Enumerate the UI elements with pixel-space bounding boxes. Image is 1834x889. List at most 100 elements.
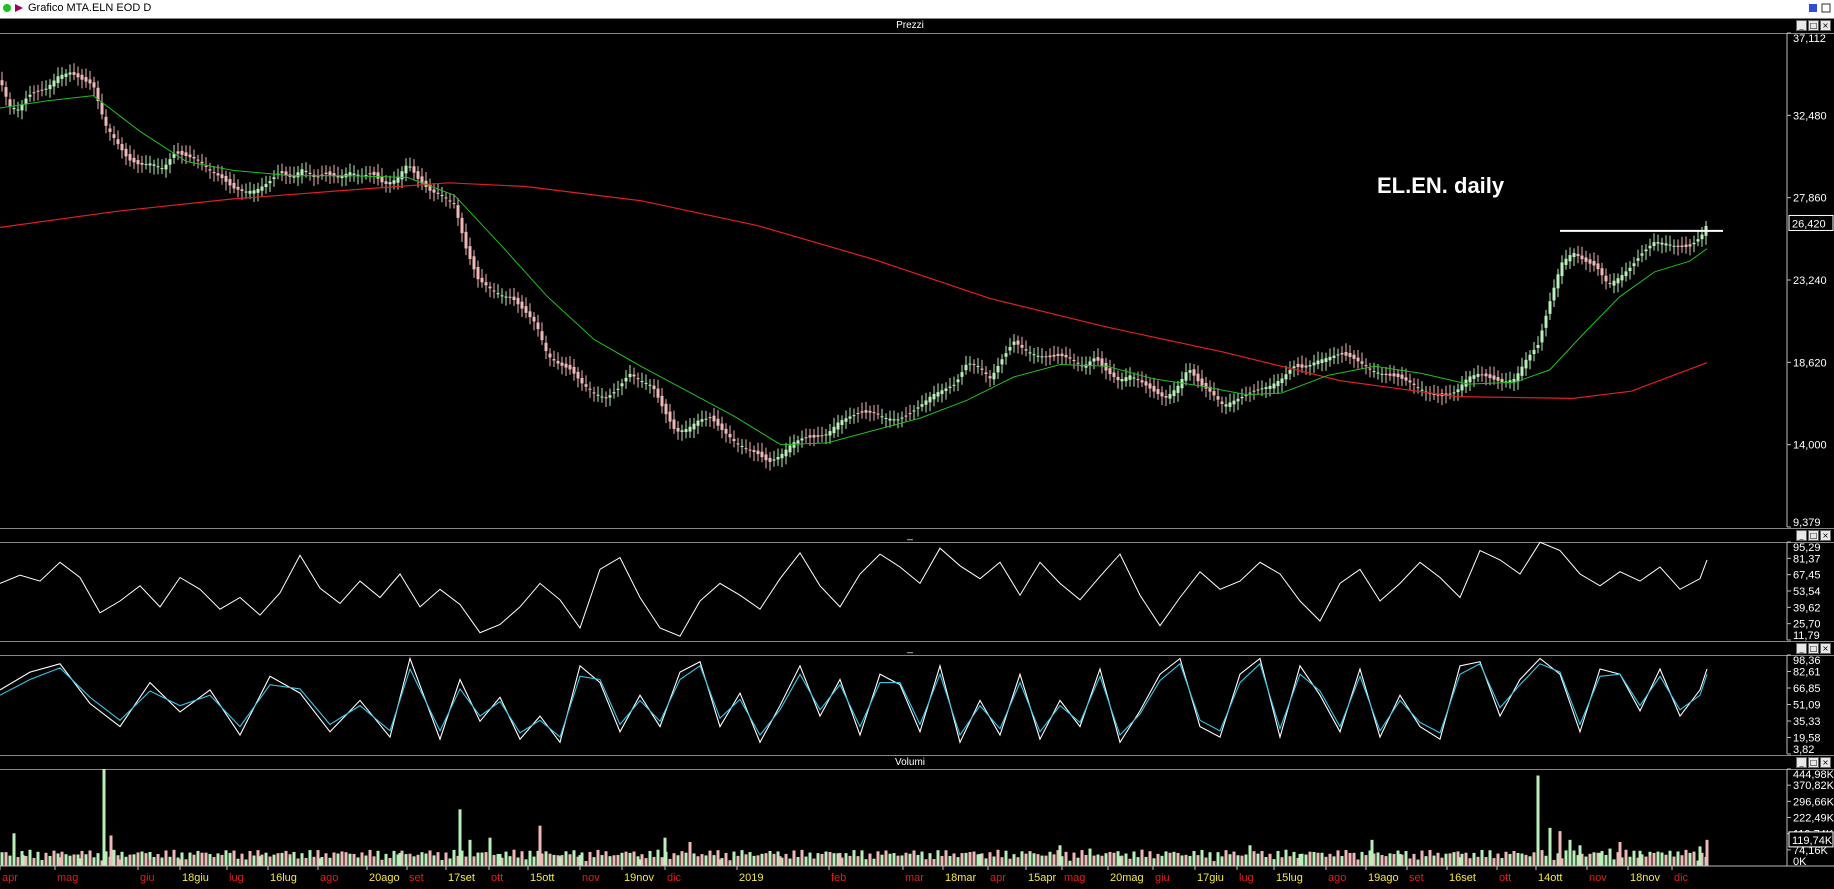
price-candle [752,450,756,453]
volume-bar [680,851,684,866]
price-candle [1100,358,1104,366]
price-candle [272,177,276,180]
volume-bar [1504,851,1508,866]
pane-max-button[interactable]: □ [1808,757,1819,768]
volume-bar [1084,855,1088,866]
stoch-pane-label: _ [907,643,913,654]
price-candle [1068,357,1072,359]
price-candle [684,429,688,432]
volume-bar [948,856,952,866]
volume-bar [888,853,892,866]
volume-bar [992,856,996,866]
pane-max-button[interactable]: □ [1808,20,1819,31]
volume-bar [1696,860,1700,866]
price-candle [368,173,372,175]
price-candle [1624,271,1628,277]
price-candle [396,176,400,183]
volume-bar [1118,856,1122,866]
window-restore-icon[interactable] [1808,3,1818,13]
pane-max-button[interactable]: □ [1808,530,1819,541]
volume-bar [1420,850,1424,866]
volume-bar [1380,855,1384,866]
volume-bar [1016,857,1020,866]
price-candle [680,430,684,432]
volume-y-tick-label: 370,82K [1793,780,1834,792]
price-candle [356,174,360,176]
pane-min-button[interactable]: _ [1796,757,1807,768]
volume-bar [424,853,428,866]
price-candle [828,431,832,436]
volume-bar [44,852,48,866]
price-y-tick-label: 27,860 [1793,193,1827,205]
volume-bar [88,850,92,866]
window-size-icon[interactable] [1821,3,1831,13]
pane-close-button[interactable]: × [1820,20,1831,31]
price-candle [380,176,384,183]
price-candle [872,412,876,414]
pane-close-button[interactable]: × [1820,530,1831,541]
price-candle [1648,245,1652,249]
volume-bar [1136,857,1140,866]
price-candle [1240,396,1244,399]
price-candle [520,301,524,309]
play-icon[interactable] [14,3,24,13]
volume-bar [1244,854,1248,866]
price-candle [400,171,404,180]
volume-bar [24,855,28,866]
volume-bar [1668,854,1672,866]
volume-bar [848,855,852,866]
volume-bar [120,851,124,866]
volume-bar [1008,858,1012,866]
pane-min-button[interactable]: _ [1796,530,1807,541]
volume-bar [1600,850,1604,866]
pane-max-button[interactable]: □ [1808,643,1819,654]
price-candle [788,445,792,453]
price-candle [156,166,160,168]
x-tick-label: nov [1589,872,1607,884]
volume-bar [1188,855,1192,866]
volume-bar [1548,827,1552,866]
stoch-y-tick-label: 66,85 [1793,683,1821,695]
pane-min-button[interactable]: _ [1796,643,1807,654]
pane-close-button[interactable]: × [1820,757,1831,768]
price-candle [652,385,656,390]
volume-bar [978,854,982,866]
price-candle [172,153,176,158]
price-candle [348,172,352,177]
volume-bar [1540,850,1544,866]
chart-annotation: EL.EN. daily [1377,173,1505,198]
volume-bar [538,825,542,866]
pane-min-button[interactable]: _ [1796,20,1807,31]
price-candle [1192,369,1196,376]
price-candle [1532,349,1536,355]
volume-bar [1152,858,1156,866]
volume-bar [1620,857,1624,866]
volume-bar [124,856,128,866]
price-candle [416,171,420,179]
volume-bar [996,849,1000,866]
volume-bar [1632,850,1636,866]
price-candle [1588,259,1592,264]
price-candle [1592,261,1596,266]
price-candle [176,151,180,154]
pane-close-button[interactable]: × [1820,643,1831,654]
volume-bar [416,854,420,866]
volume-bar [540,853,544,866]
price-candle [792,442,796,448]
price-candle [796,440,800,444]
volume-bar [1068,860,1072,866]
volume-bar [324,853,328,866]
price-candle [152,164,156,166]
volume-bar [188,852,192,866]
price-candle [1672,245,1676,247]
volume-bar [148,859,152,866]
x-tick-label: 15apr [1028,872,1056,884]
volume-bar [668,858,672,866]
volume-bar [1458,857,1462,866]
volume-bar [796,856,800,866]
price-candle [388,182,392,185]
price-candle [56,76,60,84]
volume-bar [776,851,780,866]
volume-bar [180,852,184,866]
price-candle [36,90,40,92]
